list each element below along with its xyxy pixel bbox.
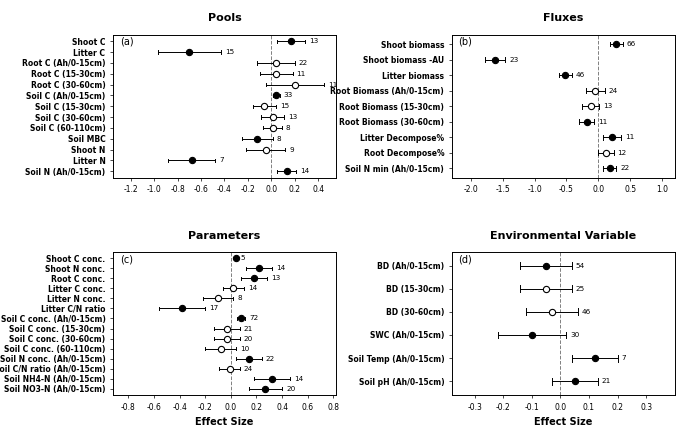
Text: 9: 9 [290,147,294,152]
Text: (c): (c) [120,254,133,264]
Text: Fluxes: Fluxes [543,13,584,23]
Text: 22: 22 [266,356,275,362]
Text: 46: 46 [582,309,591,315]
Text: 33: 33 [284,92,293,99]
Text: 14: 14 [294,376,303,382]
Text: 17: 17 [210,306,219,311]
Text: 20: 20 [286,386,295,392]
Text: 14: 14 [300,168,310,174]
Text: (d): (d) [458,254,472,264]
Text: 8: 8 [286,125,290,131]
Text: Pools: Pools [208,13,241,23]
Text: 66: 66 [627,41,636,47]
Text: 15: 15 [280,103,289,109]
Text: (a): (a) [120,37,134,47]
Text: 15: 15 [225,49,234,55]
Text: 72: 72 [249,316,258,322]
Text: 13: 13 [288,114,297,120]
Text: 46: 46 [575,72,585,78]
Text: (b): (b) [458,37,473,47]
Text: 24: 24 [609,88,618,94]
Text: 7: 7 [621,355,626,361]
Text: 13: 13 [310,38,319,44]
Text: 11: 11 [599,119,608,125]
X-axis label: Effect Size: Effect Size [534,417,593,427]
Text: 54: 54 [576,263,585,269]
Text: 11: 11 [297,71,306,77]
Text: Parameters: Parameters [188,230,260,240]
Text: 13: 13 [603,103,612,109]
Text: 10: 10 [240,345,249,352]
Text: 22: 22 [299,60,308,66]
Text: 23: 23 [510,56,519,62]
Text: 5: 5 [240,255,245,261]
Text: 21: 21 [601,378,611,384]
Text: 7: 7 [219,158,224,163]
Text: 20: 20 [244,335,253,342]
Text: 8: 8 [238,295,242,301]
Text: 11: 11 [328,82,338,88]
Text: 8: 8 [277,136,282,141]
Text: 22: 22 [620,165,630,171]
Text: 24: 24 [244,366,253,372]
Text: 21: 21 [244,326,253,332]
Text: Environmental Variable: Environmental Variable [490,230,636,240]
Text: 14: 14 [248,285,257,291]
Text: 12: 12 [618,150,627,156]
Text: 30: 30 [570,332,580,338]
Text: 14: 14 [276,265,285,271]
Text: 25: 25 [576,286,585,292]
Text: 13: 13 [271,275,280,281]
Text: 11: 11 [625,134,634,140]
X-axis label: Effect Size: Effect Size [195,417,253,427]
